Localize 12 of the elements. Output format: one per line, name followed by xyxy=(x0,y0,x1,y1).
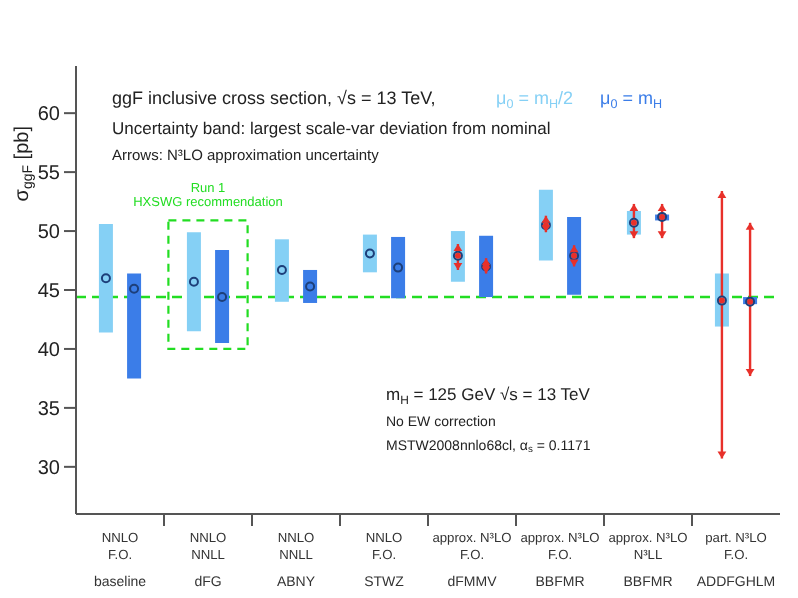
text: ggF inclusive cross section, √s = 13 TeV, xyxy=(112,88,436,108)
y-tick-label: 55 xyxy=(37,163,61,186)
y-tick-label: 50 xyxy=(37,222,61,245)
y-tick-label: 35 xyxy=(37,398,61,421)
annotation: m$_{H}$ = 125 GeV √s = 13 TeV xyxy=(386,384,591,407)
y-tick-label: 30 xyxy=(37,457,61,480)
y-tick-label: 60 xyxy=(37,104,61,127)
text: μ$_{0}$ = m$_{H}$ xyxy=(600,88,663,111)
text: Uncertainty band: largest scale-var deviation from nominal xyxy=(112,118,551,138)
text: μ$_{0}$ = m$_{H}$/2 xyxy=(496,88,574,111)
y-tick-label: 40 xyxy=(37,340,61,363)
y-tick-label: 45 xyxy=(37,281,61,304)
